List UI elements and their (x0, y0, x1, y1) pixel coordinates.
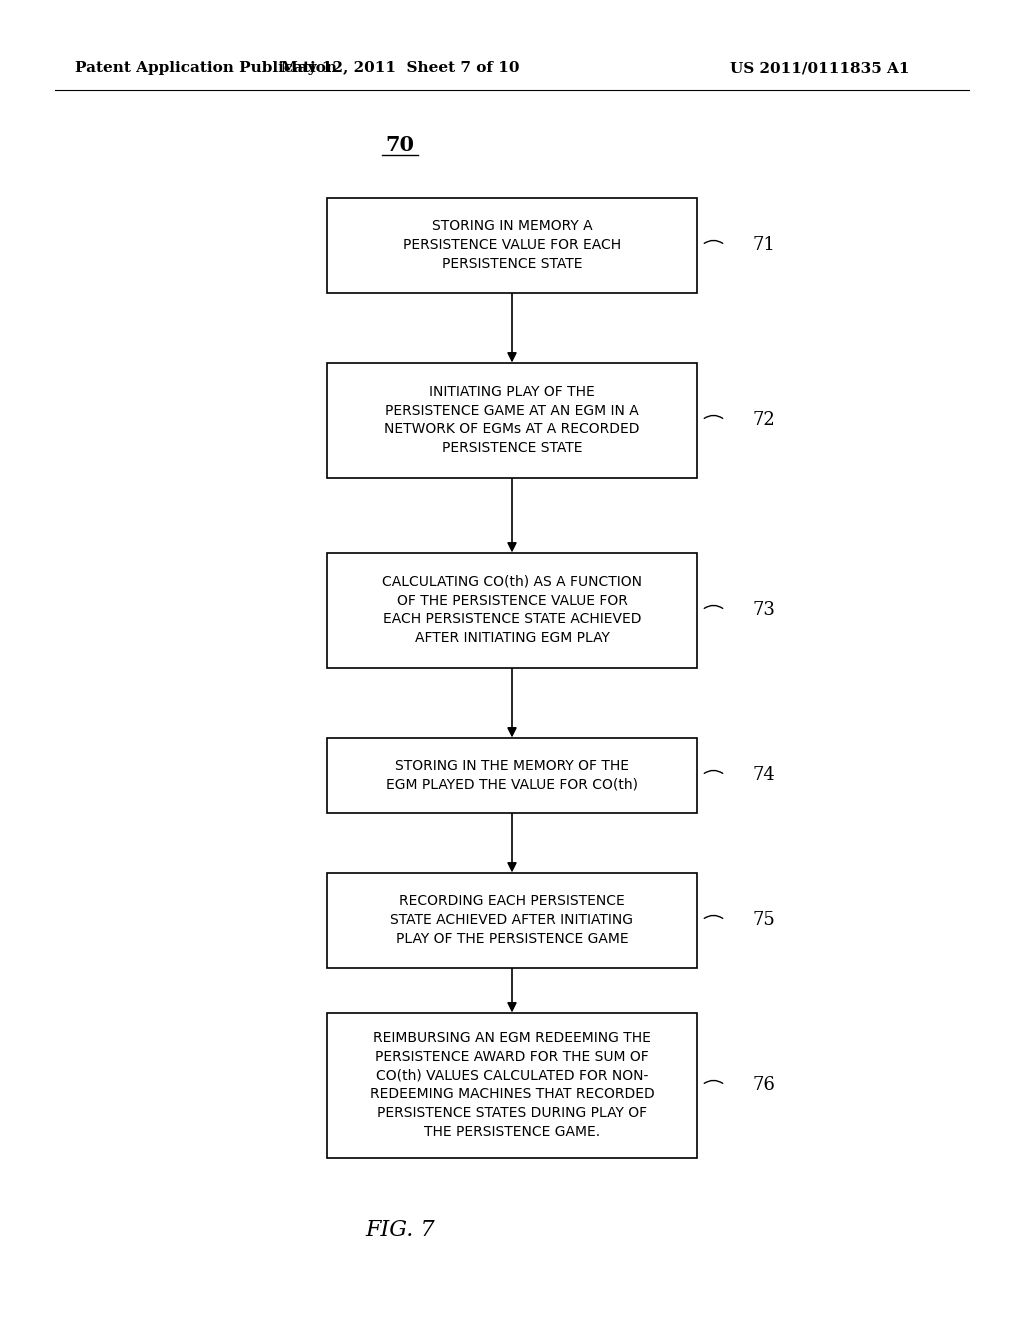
Text: 70: 70 (385, 135, 415, 154)
Text: CALCULATING CO(th) AS A FUNCTION
OF THE PERSISTENCE VALUE FOR
EACH PERSISTENCE S: CALCULATING CO(th) AS A FUNCTION OF THE … (382, 574, 642, 645)
Bar (327, 1012, 697, 1158)
Bar (327, 553, 697, 668)
Text: STORING IN MEMORY A
PERSISTENCE VALUE FOR EACH
PERSISTENCE STATE: STORING IN MEMORY A PERSISTENCE VALUE FO… (402, 219, 622, 271)
Bar (327, 198, 697, 293)
Bar (327, 738, 697, 813)
Text: Patent Application Publication: Patent Application Publication (75, 61, 337, 75)
Text: FIG. 7: FIG. 7 (366, 1218, 435, 1241)
Text: 74: 74 (753, 766, 776, 784)
Bar (327, 363, 697, 478)
Text: 75: 75 (753, 911, 776, 929)
Text: 73: 73 (753, 601, 776, 619)
Text: RECORDING EACH PERSISTENCE
STATE ACHIEVED AFTER INITIATING
PLAY OF THE PERSISTEN: RECORDING EACH PERSISTENCE STATE ACHIEVE… (390, 894, 634, 946)
Bar (327, 873, 697, 968)
Text: 72: 72 (753, 411, 776, 429)
Text: 76: 76 (753, 1076, 776, 1094)
Text: US 2011/0111835 A1: US 2011/0111835 A1 (730, 61, 909, 75)
Text: INITIATING PLAY OF THE
PERSISTENCE GAME AT AN EGM IN A
NETWORK OF EGMs AT A RECO: INITIATING PLAY OF THE PERSISTENCE GAME … (384, 384, 640, 455)
Text: 71: 71 (753, 236, 776, 253)
Text: May 12, 2011  Sheet 7 of 10: May 12, 2011 Sheet 7 of 10 (281, 61, 519, 75)
Text: REIMBURSING AN EGM REDEEMING THE
PERSISTENCE AWARD FOR THE SUM OF
CO(th) VALUES : REIMBURSING AN EGM REDEEMING THE PERSIST… (370, 1031, 654, 1139)
Text: STORING IN THE MEMORY OF THE
EGM PLAYED THE VALUE FOR CO(th): STORING IN THE MEMORY OF THE EGM PLAYED … (386, 759, 638, 792)
